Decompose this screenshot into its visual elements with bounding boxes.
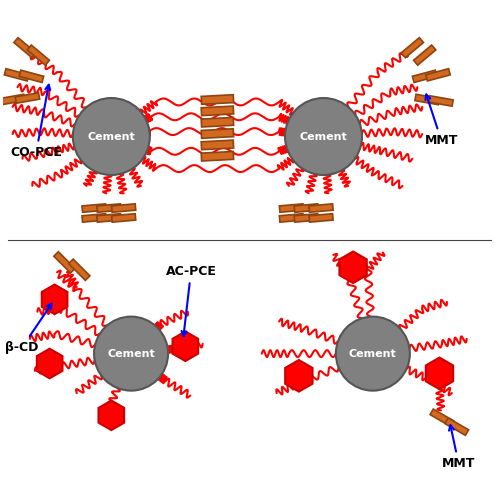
- Bar: [201, 129, 234, 138]
- Polygon shape: [426, 358, 453, 389]
- Bar: [429, 96, 453, 106]
- Bar: [309, 214, 333, 222]
- Text: Cement: Cement: [107, 348, 155, 358]
- Polygon shape: [37, 348, 62, 378]
- Bar: [201, 140, 234, 149]
- Text: MMT: MMT: [425, 94, 458, 147]
- Bar: [201, 152, 234, 161]
- Bar: [54, 252, 75, 273]
- Bar: [69, 259, 90, 280]
- Polygon shape: [98, 400, 124, 430]
- Polygon shape: [42, 284, 67, 314]
- Bar: [4, 68, 29, 81]
- Polygon shape: [173, 332, 198, 361]
- Text: CO-PCE: CO-PCE: [10, 85, 62, 159]
- Circle shape: [336, 316, 410, 390]
- Text: Cement: Cement: [349, 348, 397, 358]
- Bar: [19, 70, 44, 82]
- Text: AC-PCE: AC-PCE: [166, 264, 217, 336]
- Bar: [294, 204, 318, 212]
- Circle shape: [94, 316, 168, 390]
- Text: Cement: Cement: [299, 132, 347, 141]
- Text: MMT: MMT: [442, 425, 476, 470]
- Bar: [430, 409, 454, 426]
- Bar: [97, 214, 121, 222]
- Bar: [0, 94, 25, 104]
- Bar: [15, 93, 39, 103]
- Text: Cement: Cement: [87, 132, 135, 141]
- Bar: [201, 106, 234, 116]
- Bar: [27, 45, 49, 65]
- Bar: [309, 204, 333, 212]
- Bar: [82, 214, 106, 222]
- Bar: [112, 204, 136, 212]
- Bar: [415, 94, 439, 104]
- Bar: [112, 214, 136, 222]
- Circle shape: [73, 98, 150, 175]
- Circle shape: [285, 98, 362, 175]
- Bar: [279, 204, 303, 212]
- Bar: [14, 38, 36, 58]
- Bar: [426, 68, 450, 81]
- Polygon shape: [339, 252, 367, 283]
- Bar: [201, 94, 234, 104]
- Bar: [279, 214, 303, 222]
- Polygon shape: [285, 360, 312, 392]
- Bar: [401, 38, 424, 58]
- Text: β-CD: β-CD: [5, 304, 52, 354]
- Bar: [445, 418, 469, 436]
- Bar: [294, 214, 318, 222]
- Bar: [201, 118, 234, 127]
- Bar: [82, 204, 106, 212]
- Bar: [97, 204, 121, 212]
- Bar: [414, 45, 436, 65]
- Bar: [412, 70, 437, 82]
